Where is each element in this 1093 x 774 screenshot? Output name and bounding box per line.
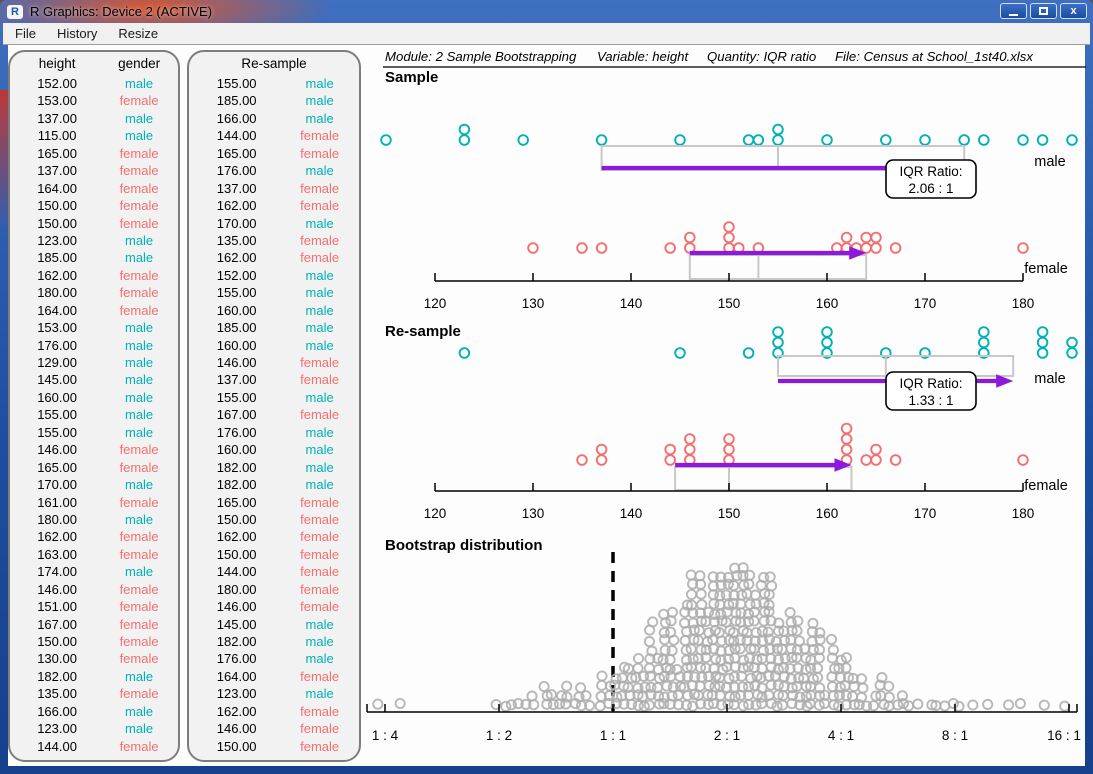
close-icon: x [1070, 5, 1077, 17]
table-row: 182.00 male [216, 459, 334, 475]
table-row: 182.00 male [216, 634, 334, 649]
table-row: 185.00 male [216, 320, 334, 336]
table-row: 164.00 female [37, 180, 159, 196]
table-row: 145.00 male [37, 372, 154, 388]
table-row: 161.00 female [37, 494, 159, 510]
column-header-height: height [38, 56, 76, 71]
table-row: 115.00 male [37, 128, 154, 144]
table-row: 165.00 female [37, 459, 159, 475]
table-row: 176.00 male [216, 651, 334, 667]
table-row: 176.00 male [216, 163, 334, 179]
titlebar[interactable]: R R Graphics: Device 2 (ACTIVE) x [0, 0, 1093, 23]
maximize-button[interactable] [1030, 3, 1057, 19]
sample-data-panel: height gender 152.00 male 153.00 female 137.… [8, 50, 180, 762]
table-row: 155.00 male [216, 76, 334, 91]
table-row: 153.00 female [37, 93, 159, 109]
minimize-button[interactable] [1000, 3, 1027, 19]
menu-item-resize[interactable]: Resize [118, 26, 159, 41]
table-row: 146.00 female [37, 442, 159, 458]
table-row: 162.00 female [216, 198, 340, 214]
table-row: 123.00 male [37, 232, 154, 248]
table-row: 170.00 male [37, 477, 154, 493]
table-row: 150.00 female [216, 738, 340, 754]
close-button[interactable]: x [1060, 3, 1087, 19]
left-border-tint [0, 90, 8, 230]
table-row: 145.00 male [216, 616, 334, 632]
table-row: 150.00 female [216, 546, 340, 562]
table-row: 155.00 male [37, 424, 154, 440]
table-row: 185.00 male [216, 93, 334, 109]
table-row: 137.00 female [216, 180, 340, 196]
table-row: 151.00 female [37, 599, 159, 615]
table-row: 146.00 female [216, 599, 340, 615]
table-row: 162.00 female [216, 529, 340, 545]
table-row: 166.00 male [216, 110, 334, 126]
table-row: 163.00 female [37, 546, 159, 562]
table-row: 165.00 female [37, 145, 159, 161]
table-row: 153.00 male [37, 320, 154, 336]
table-row: 162.00 female [216, 703, 340, 719]
table-row: 155.00 male [37, 407, 154, 423]
table-row: 182.00 male [37, 668, 154, 684]
table-row: 137.00 female [216, 372, 340, 388]
table-row: 180.00 female [37, 285, 159, 301]
table-row: 152.00 male [216, 267, 334, 283]
table-row: 166.00 male [37, 703, 154, 719]
table-row: 176.00 male [216, 424, 334, 440]
table-row: 155.00 male [216, 285, 334, 301]
minimize-icon [1009, 13, 1018, 16]
table-row: 144.00 female [37, 738, 159, 754]
table-row: 160.00 male [216, 442, 334, 458]
table-row: 123.00 male [216, 686, 334, 702]
table-row: 182.00 male [216, 477, 334, 493]
table-row: 176.00 male [37, 337, 154, 353]
menu-bar: File History Resize [3, 23, 1090, 45]
table-row: 160.00 male [216, 302, 334, 318]
table-row: 137.00 male [37, 110, 154, 126]
maximize-icon [1039, 7, 1048, 15]
table-row: 146.00 female [216, 355, 340, 370]
table-row: 160.00 male [216, 337, 334, 353]
table-row: 167.00 female [216, 407, 340, 423]
table-row: 135.00 female [216, 232, 340, 248]
menu-item-history[interactable]: History [56, 26, 98, 41]
table-row: 144.00 female [216, 564, 340, 580]
table-row: 129.00 male [37, 355, 154, 370]
table-row: 146.00 female [216, 721, 340, 737]
table-row: 162.00 female [216, 250, 340, 266]
table-row: 165.00 female [216, 494, 340, 510]
table-row: 123.00 male [37, 721, 154, 737]
table-row: 160.00 male [37, 389, 154, 405]
table-row: 137.00 female [37, 163, 159, 179]
menu-item-file[interactable]: File [15, 26, 36, 41]
table-row: 162.00 female [37, 267, 159, 283]
table-row: 150.00 female [216, 511, 340, 527]
window-title: R Graphics: Device 2 (ACTIVE) [30, 4, 213, 19]
column-header-gender: gender [118, 56, 161, 71]
table-row: 150.00 female [37, 634, 159, 649]
resample-panel-title: Re-sample [241, 56, 307, 71]
table-row: 174.00 male [37, 564, 154, 580]
table-row: 146.00 female [37, 581, 159, 597]
table-row: 162.00 female [37, 529, 159, 545]
table-row: 144.00 female [216, 128, 340, 144]
table-row: 164.00 female [216, 668, 340, 684]
resample-data-panel: Re-sample 155.00 male 185.00 male 166.00 male… [187, 50, 361, 762]
table-row: 165.00 female [216, 145, 340, 161]
table-row: 167.00 female [37, 616, 159, 632]
table-row: 150.00 female [37, 215, 159, 231]
r-logo-icon: R [7, 4, 23, 19]
table-row: 164.00 female [37, 302, 159, 318]
table-row: 170.00 male [216, 215, 334, 231]
table-row: 130.00 female [37, 651, 159, 667]
table-row: 155.00 male [216, 389, 334, 405]
table-row: 150.00 female [37, 198, 159, 214]
table-row: 152.00 male [37, 76, 154, 91]
table-row: 185.00 male [37, 250, 154, 266]
table-row: 180.00 male [37, 511, 154, 527]
table-row: 135.00 female [37, 686, 159, 702]
table-row: 180.00 female [216, 581, 340, 597]
